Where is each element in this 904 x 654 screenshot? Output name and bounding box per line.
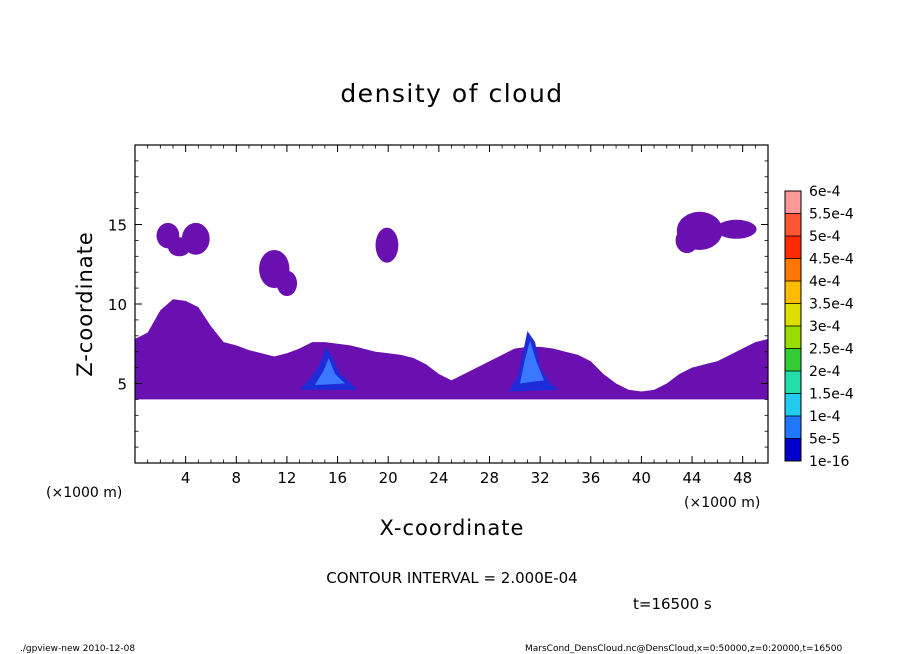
- colorbar-segment: [785, 281, 801, 304]
- colorbar-segment: [785, 326, 801, 349]
- cloud-base-layer: [135, 299, 768, 400]
- x-tick-label: 40: [632, 469, 651, 487]
- colorbar-label: 2.5e-4: [809, 342, 854, 358]
- x-tick-label: 16: [328, 469, 347, 487]
- x-tick-label: 32: [531, 469, 550, 487]
- x-tick-label: 44: [682, 469, 701, 487]
- colorbar-label: 6e-4: [809, 184, 841, 200]
- colorbar-label: 4.5e-4: [809, 252, 854, 268]
- colorbar-label: 2e-4: [809, 364, 841, 380]
- x-unit-right: (×1000 m): [684, 495, 760, 511]
- colorbar-label: 1e-16: [809, 454, 849, 470]
- x-tick-label: 8: [232, 469, 242, 487]
- cloud-core-inner: [314, 358, 346, 386]
- x-axis-label: X-coordinate: [380, 516, 525, 540]
- cloud-patch: [167, 237, 191, 257]
- y-tick-label: 10: [108, 296, 127, 314]
- cloud-patch: [276, 270, 298, 297]
- colorbar-segment: [785, 213, 801, 236]
- heatmap-field: [135, 211, 768, 400]
- colorbar-segment: [785, 303, 801, 326]
- x-tick-label: 24: [429, 469, 448, 487]
- cloud-core-inner: [519, 340, 544, 384]
- x-tick-label: 12: [277, 469, 296, 487]
- colorbar-label: 4e-4: [809, 274, 841, 290]
- colorbar-label: 3.5e-4: [809, 297, 854, 313]
- cloud-patch: [675, 227, 699, 254]
- colorbar-label: 1.5e-4: [809, 387, 854, 403]
- colorbar-segment: [785, 236, 801, 259]
- footer-left: ./gpview-new 2010-12-08: [20, 644, 135, 654]
- plot-frame: [134, 144, 769, 464]
- y-tick-label: 5: [117, 376, 127, 394]
- colorbar-segment: [785, 371, 801, 394]
- colorbar-label: 1e-4: [809, 409, 841, 425]
- time-label: t=16500 s: [633, 595, 712, 613]
- colorbar-segment: [785, 258, 801, 281]
- cloud-patch: [375, 227, 399, 263]
- x-tick-label: 48: [733, 469, 752, 487]
- x-tick-label: 20: [379, 469, 398, 487]
- footer-right: MarsCond_DensCloud.nc@DensCloud,x=0:5000…: [525, 644, 842, 654]
- colorbar-segment: [785, 416, 801, 439]
- colorbar-label: 5e-5: [809, 432, 840, 448]
- x-unit-left: (×1000 m): [46, 485, 122, 501]
- colorbar-segment: [785, 438, 801, 461]
- colorbar-label: 5e-4: [809, 229, 841, 245]
- y-axis-label: Z-coordinate: [73, 231, 97, 377]
- x-tick-label: 28: [480, 469, 499, 487]
- y-tick-label: 15: [108, 217, 127, 235]
- chart-title: density of cloud: [340, 79, 563, 108]
- colorbar: 6e-4 5.5e-4 5e-4 4.5e-4 4e-4 3.5e-4 3e-4 2.5e-4…: [784, 184, 854, 470]
- colorbar-segment: [785, 191, 801, 214]
- x-tick-label: 4: [181, 469, 191, 487]
- colorbar-segment: [785, 393, 801, 416]
- x-tick-label: 36: [581, 469, 600, 487]
- contour-interval: CONTOUR INTERVAL = 2.000E-04: [326, 569, 577, 587]
- colorbar-segment: [785, 348, 801, 371]
- cloud-patch: [716, 219, 757, 239]
- colorbar-label: 3e-4: [809, 319, 841, 335]
- colorbar-label: 5.5e-4: [809, 207, 854, 223]
